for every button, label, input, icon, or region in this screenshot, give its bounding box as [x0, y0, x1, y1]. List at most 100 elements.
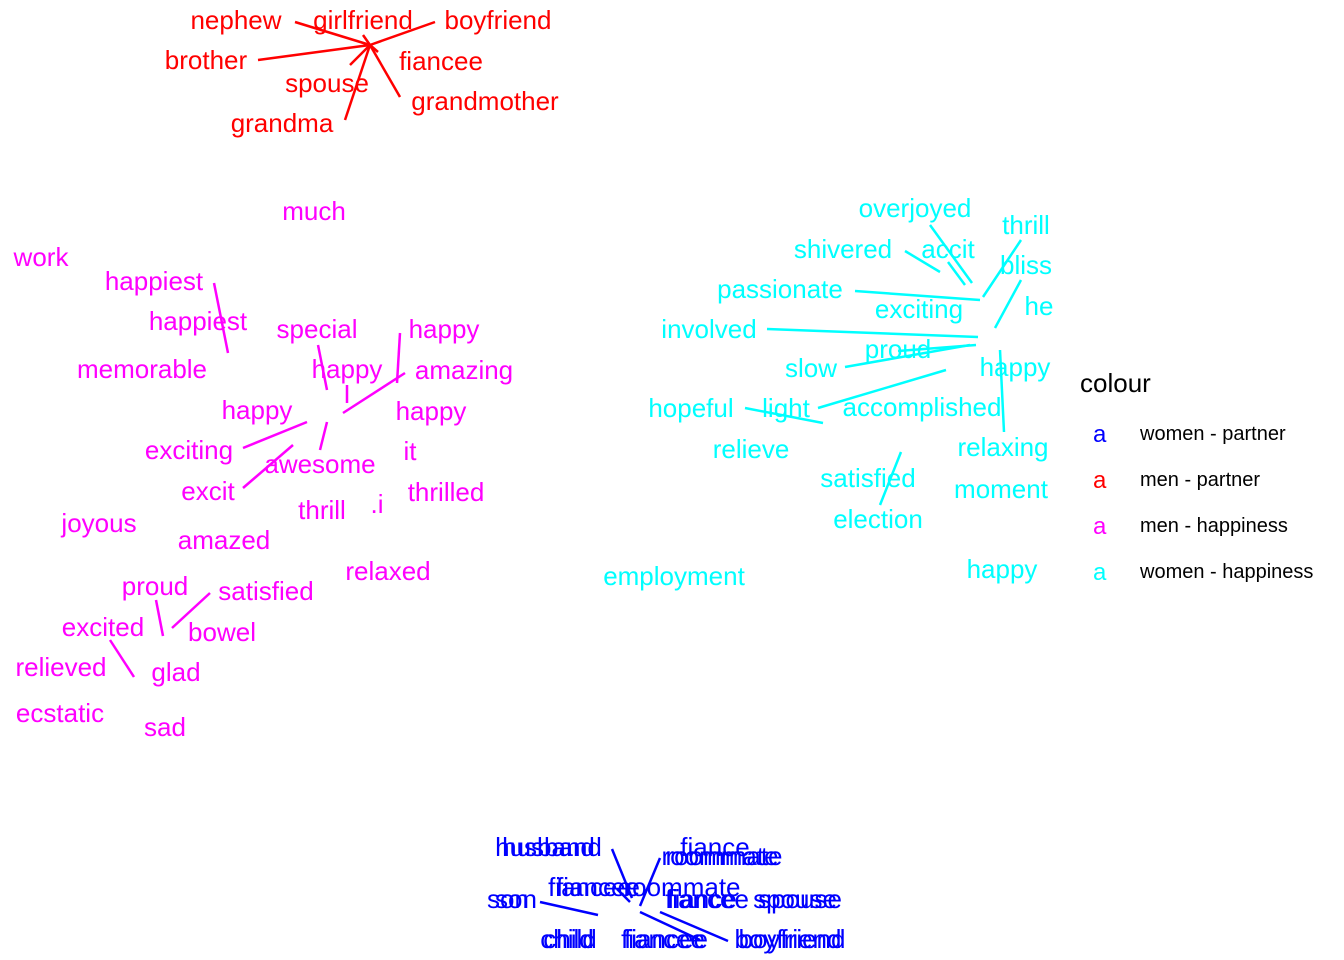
repel-segment: [369, 20, 436, 47]
word-label: election: [833, 504, 923, 534]
legend: colour a women - partner a men - partner…: [1080, 368, 1313, 586]
word-label: bowel: [188, 617, 256, 647]
word-label: happy: [967, 554, 1038, 584]
repel-segment: [946, 261, 967, 286]
word-label: husband: [502, 832, 602, 862]
repel-segment: [342, 371, 406, 415]
word-label: boyfriend: [735, 924, 842, 954]
word-label: happy: [980, 352, 1051, 382]
word-label: glad: [151, 657, 200, 687]
word-label: memorable: [77, 354, 207, 384]
repel-segment: [257, 43, 371, 62]
word-label: child: [543, 924, 596, 954]
repel-segments: [108, 20, 1023, 943]
word-label: spouse: [753, 884, 837, 914]
word-label: light: [762, 393, 810, 423]
repel-segment: [878, 451, 903, 506]
word-label: thrill: [298, 495, 346, 525]
repel-segment: [904, 249, 941, 274]
word-label: joyous: [60, 508, 136, 538]
legend-entry-men-partner: a men - partner: [1093, 467, 1260, 494]
word-label: excit: [181, 476, 235, 506]
word-label: exciting: [875, 294, 963, 324]
word-label: fiancee: [556, 872, 640, 902]
legend-title: colour: [1080, 368, 1151, 398]
word-label: spouse: [285, 68, 369, 98]
repel-segment: [212, 282, 230, 354]
repel-segment: [343, 44, 372, 121]
word-label: happy: [222, 395, 293, 425]
word-label: amazing: [415, 355, 513, 385]
word-label: satisfied: [820, 463, 915, 493]
word-label: moment: [954, 474, 1049, 504]
word-label: fiancee: [624, 924, 708, 954]
repel-segment: [154, 599, 165, 637]
repel-segment: [171, 592, 211, 629]
word-label: hopeful: [648, 393, 733, 423]
word-label: slow: [785, 353, 837, 383]
word-label: roommate: [661, 841, 778, 871]
word-label: boyfriend: [445, 5, 552, 35]
legend-key-glyph: a: [1093, 559, 1107, 586]
word-label: fiancee: [621, 924, 705, 954]
repel-segment: [108, 639, 136, 678]
repel-segment: [659, 910, 729, 943]
word-label: brother: [165, 45, 248, 75]
word-label: girlfriend: [313, 5, 413, 35]
word-label: son: [495, 884, 537, 914]
legend-entry-men-happiness: a men - happiness: [1093, 513, 1288, 540]
repel-segment: [928, 224, 974, 284]
repel-segment: [316, 344, 329, 391]
legend-entry-women-happiness: a women - happiness: [1093, 559, 1313, 586]
word-label: happiest: [105, 266, 204, 296]
repel-segment: [361, 34, 372, 46]
word-label: grandma: [231, 108, 334, 138]
word-label: awesome: [264, 449, 375, 479]
repel-segment: [993, 279, 1023, 329]
word-label: relieve: [713, 434, 790, 464]
word-label: relaxing: [957, 432, 1048, 462]
repel-segment: [294, 20, 371, 47]
repel-segment: [368, 44, 402, 98]
repel-segment: [639, 910, 701, 942]
repel-segment: [638, 857, 662, 907]
word-label: amazed: [178, 525, 271, 555]
repel-segment: [242, 420, 308, 450]
word-label: ecstatic: [16, 698, 104, 728]
repel-segment: [766, 327, 979, 339]
word-label: .i: [371, 489, 384, 519]
word-label: relieved: [15, 652, 106, 682]
word-label: roommate: [623, 872, 740, 902]
word-label: roommate: [665, 841, 782, 871]
word-label: satisfied: [218, 576, 313, 606]
repel-segment: [981, 239, 1023, 298]
word-label: proud: [122, 571, 189, 601]
repel-segment: [616, 888, 631, 903]
word-label: fiance: [667, 884, 736, 914]
word-label: happiest: [149, 306, 248, 336]
word-label: work: [13, 242, 70, 272]
legend-label: women - partner: [1139, 423, 1286, 445]
legend-key-glyph: a: [1093, 513, 1107, 540]
repel-segment: [242, 444, 294, 489]
repel-segment: [610, 848, 634, 899]
word-label: accomplished: [843, 392, 1002, 422]
word-label: happy: [409, 314, 480, 344]
word-label: husband: [495, 832, 595, 862]
repel-segment: [539, 900, 599, 917]
word-label: overjoyed: [859, 193, 972, 223]
word-label: relaxed: [345, 556, 430, 586]
word-label: special: [277, 314, 358, 344]
word-label: involved: [661, 314, 756, 344]
word-label: fiancee: [548, 872, 632, 902]
legend-label: men - partner: [1140, 469, 1260, 491]
word-label: sad: [144, 712, 186, 742]
repel-segment: [395, 332, 402, 384]
repel-segment: [854, 289, 981, 302]
word-label: accit: [921, 234, 975, 264]
word-label: excited: [62, 612, 144, 642]
word-label: proud: [865, 334, 932, 364]
word-labels: nephew girlfriend boyfriend brother fiancee s…: [13, 5, 1054, 954]
word-label: son: [487, 884, 529, 914]
word-label: nephew: [190, 5, 281, 35]
